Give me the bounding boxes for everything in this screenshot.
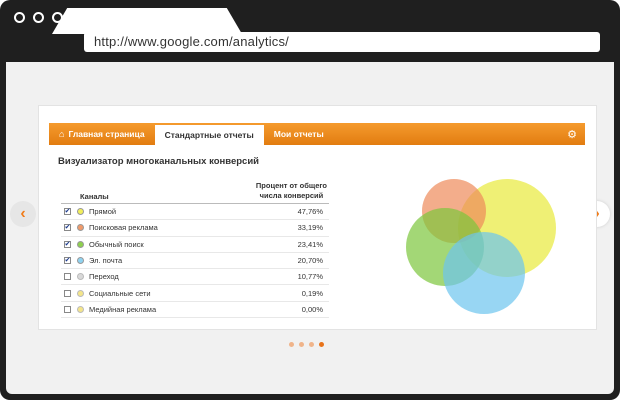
table-row: ✔ Обычный поиск 23,41% xyxy=(61,237,329,253)
table-row: ✔ Эл. почта 20,70% xyxy=(61,253,329,270)
column-header-channels: Каналы xyxy=(80,192,109,201)
address-bar[interactable]: http://www.google.com/analytics/ xyxy=(84,32,600,52)
gear-icon: ⚙ xyxy=(567,128,577,141)
page-viewport: ‹ › ⌂ Главная страница Стандартные отчет… xyxy=(6,62,614,394)
settings-button[interactable]: ⚙ xyxy=(567,123,585,145)
pager-dot[interactable] xyxy=(309,342,314,347)
table-row: ✔ Прямой 47,76% xyxy=(61,204,329,221)
row-checkbox[interactable]: ✔ xyxy=(64,240,71,248)
channel-color-swatch xyxy=(77,240,84,248)
window-controls xyxy=(14,12,63,23)
pager-dot[interactable] xyxy=(289,342,294,347)
tab-my-reports[interactable]: Мои отчеты xyxy=(264,123,334,145)
window-control-dot[interactable] xyxy=(14,12,25,23)
channel-name: Переход xyxy=(89,272,119,282)
channel-color-swatch xyxy=(77,208,84,216)
channel-percent: 33,19% xyxy=(297,223,323,233)
table-row: Медийная реклама 0,00% xyxy=(61,302,329,319)
analytics-card: ⌂ Главная страница Стандартные отчеты Мо… xyxy=(38,105,597,330)
table-row: Социальные сети 0,19% xyxy=(61,285,329,302)
channel-name: Медийная реклама xyxy=(89,304,157,314)
chevron-left-icon: ‹ xyxy=(20,205,26,222)
channel-percent: 47,76% xyxy=(297,207,323,217)
channel-color-swatch xyxy=(77,257,84,265)
channel-percent: 0,00% xyxy=(301,304,323,314)
channel-color-swatch xyxy=(77,273,84,281)
venn-diagram xyxy=(406,179,556,314)
channels-table: Каналы Процент от общего числа конверсий… xyxy=(61,177,329,319)
tab-standard-reports[interactable]: Стандартные отчеты xyxy=(154,125,264,145)
channel-color-swatch xyxy=(77,289,84,297)
channel-name: Социальные сети xyxy=(89,288,151,298)
column-header-percent: Процент от общего числа конверсий xyxy=(256,181,329,201)
prev-slide-button[interactable]: ‹ xyxy=(10,201,36,227)
channel-name: Эл. почта xyxy=(89,256,123,266)
home-icon: ⌂ xyxy=(59,129,65,139)
tab-standard-reports-label: Стандартные отчеты xyxy=(164,130,254,140)
channel-color-swatch xyxy=(77,305,84,313)
row-checkbox[interactable]: ✔ xyxy=(64,257,71,265)
report-nav: ⌂ Главная страница Стандартные отчеты Мо… xyxy=(49,123,585,145)
row-checkbox[interactable] xyxy=(64,273,71,281)
channel-percent: 23,41% xyxy=(297,239,323,249)
row-checkbox[interactable]: ✔ xyxy=(64,224,71,232)
tab-home-label: Главная страница xyxy=(68,129,145,139)
channel-percent: 0,19% xyxy=(301,288,323,298)
channel-name: Обычный поиск xyxy=(89,239,144,249)
tab-my-reports-label: Мои отчеты xyxy=(273,129,324,139)
venn-circle-email xyxy=(443,232,525,314)
table-body: ✔ Прямой 47,76% ✔ Поисковая реклама 33,19% ✔ Об… xyxy=(61,204,329,319)
row-checkbox[interactable] xyxy=(64,305,71,313)
channel-name: Прямой xyxy=(89,207,117,217)
window-control-dot[interactable] xyxy=(33,12,44,23)
column-header-percent-line2: числа конверсий xyxy=(259,191,324,200)
channel-percent: 20,70% xyxy=(297,256,323,266)
browser-titlebar: http://www.google.com/analytics/ xyxy=(0,0,620,62)
pager-dot[interactable] xyxy=(299,342,304,347)
pager-dot[interactable] xyxy=(319,342,324,347)
page-title: Визуализатор многоканальных конверсий xyxy=(58,156,260,167)
channel-color-swatch xyxy=(77,224,84,232)
row-checkbox[interactable] xyxy=(64,289,71,297)
slide-pager xyxy=(289,342,324,347)
row-checkbox[interactable]: ✔ xyxy=(64,208,71,216)
tab-home[interactable]: ⌂ Главная страница xyxy=(49,123,155,145)
channel-percent: 10,77% xyxy=(297,272,323,282)
table-header: Каналы Процент от общего числа конверсий xyxy=(61,177,329,204)
channel-name: Поисковая реклама xyxy=(89,223,158,233)
table-row: Переход 10,77% xyxy=(61,269,329,286)
column-header-percent-line1: Процент от общего xyxy=(255,181,327,190)
table-row: ✔ Поисковая реклама 33,19% xyxy=(61,220,329,237)
browser-tab[interactable] xyxy=(52,8,242,34)
